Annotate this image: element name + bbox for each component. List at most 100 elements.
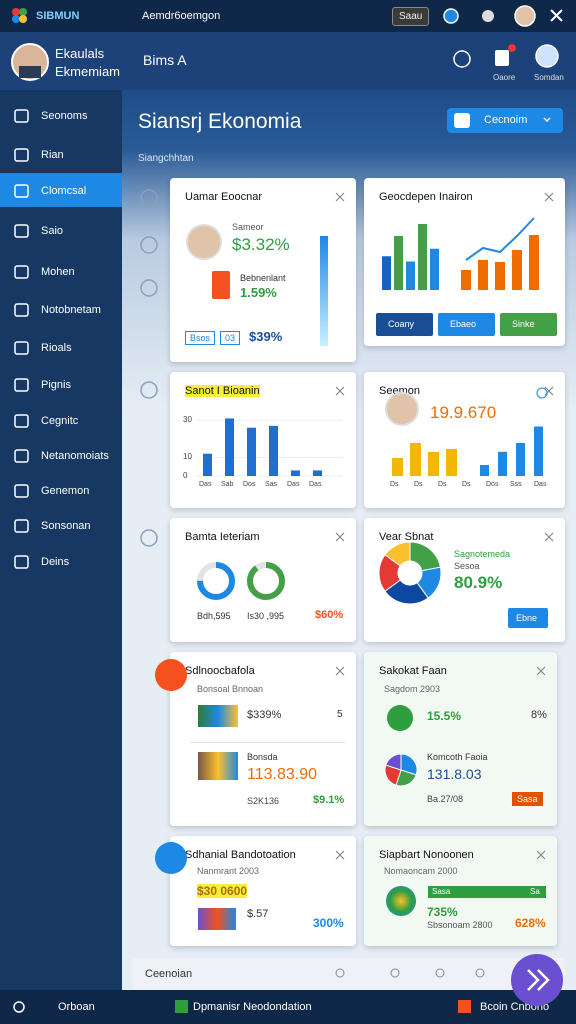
icon-label: Somdan — [534, 73, 564, 82]
metric-value: 5 — [337, 709, 343, 720]
card-title: Sanot I Bioanin — [185, 385, 260, 397]
ring-label: Is30 ,995 — [247, 611, 285, 621]
thumbnail — [386, 886, 416, 916]
card-title: Seemon — [379, 385, 420, 397]
divider — [190, 742, 345, 743]
tag: Sasa — [512, 792, 543, 806]
x-tick-label: Dos — [243, 481, 256, 488]
card-title: Geocdepen Inairon — [379, 191, 473, 203]
metric-value: $39% — [249, 329, 283, 344]
card-title: Sakokat Faan — [379, 665, 447, 677]
profile-name: Ekaulals — [55, 46, 105, 61]
metric-label: Sesoa — [454, 561, 480, 571]
tag: 03 — [220, 331, 241, 345]
thumbnail — [198, 908, 236, 930]
card — [170, 652, 356, 826]
button-label: Coany — [388, 319, 415, 329]
metric-value: $.57 — [247, 908, 269, 920]
sidebar-item[interactable]: Notobnetam — [41, 304, 101, 316]
ring-label: Bdh,595 — [197, 611, 231, 621]
card-title: Vear Sbnat — [379, 531, 434, 543]
progress-bar — [428, 886, 546, 898]
top-title: Aemdr6oemgon — [142, 10, 221, 22]
y-tick-label: 30 — [183, 415, 192, 425]
bottom-bar — [133, 958, 565, 990]
metric-value: 80.9% — [454, 573, 503, 592]
x-tick-label: Ds — [462, 481, 471, 488]
sidebar-item[interactable]: Genemon — [41, 485, 90, 497]
doc-icon — [212, 271, 230, 299]
x-tick-label: Sss — [510, 481, 522, 488]
sidebar-item[interactable]: Cegnitc — [41, 415, 79, 427]
progress-label: Sa — [530, 887, 540, 896]
card-title: Sdhanial Bandotoation — [185, 849, 296, 861]
button-label: Ebaeo — [450, 319, 477, 329]
metric-value: $30 0600 — [197, 884, 248, 898]
card-button[interactable] — [508, 608, 548, 628]
sidebar-item[interactable]: Seonoms — [41, 110, 88, 122]
x-tick-label: Dos — [486, 481, 499, 488]
metric-value: $339% — [247, 709, 282, 721]
metric-value: $3.32% — [232, 235, 290, 254]
x-tick-label: Ds — [390, 481, 399, 488]
sidebar-item[interactable]: Pignis — [41, 379, 71, 391]
card-button[interactable] — [438, 313, 495, 336]
progress-label: Sasa — [432, 887, 451, 896]
x-tick-label: Sab — [221, 481, 234, 488]
y-tick-label: 10 — [183, 452, 192, 462]
page-title: Siansrj Ekonomia — [138, 110, 302, 133]
header-tab[interactable]: Bims A — [143, 52, 187, 68]
sidebar-item[interactable]: Rioals — [41, 342, 72, 354]
footer-item[interactable]: Dpmanisr Neodondation — [193, 1001, 312, 1013]
card-title: Bamta Ieteriam — [185, 531, 260, 543]
sidebar-item[interactable]: Saio — [41, 225, 64, 237]
card-subtitle: Bonsoal Bnnoan — [197, 684, 264, 694]
card-subtitle: Nanmrant 2003 — [197, 866, 260, 876]
button-label: Cecnoim — [484, 114, 528, 126]
footer-bar — [0, 990, 576, 1024]
metric-label: Bonsda — [247, 752, 278, 762]
metric-value: 113.83.90 — [247, 766, 317, 783]
sidebar-item[interactable]: Netanomoiats — [41, 450, 109, 462]
sidebar-item[interactable]: Sonsonan — [41, 520, 91, 532]
sidebar — [0, 90, 122, 990]
card-title: Uamar Eoocnar — [185, 191, 263, 203]
progress-column — [320, 236, 328, 346]
sidebar-item[interactable]: Deins — [41, 556, 70, 568]
card-title: Siapbart Nonoonen — [379, 849, 474, 861]
x-tick-label: Ds — [438, 481, 447, 488]
footer-item[interactable]: Bcoin Cnbono — [480, 1001, 550, 1013]
metric-label: Sagnotemeda — [454, 549, 511, 559]
button-label: Ebne — [516, 613, 538, 623]
thumbnail — [198, 752, 238, 780]
badge-button[interactable]: Saau — [392, 7, 430, 26]
metric-value: 131.8.03 — [427, 766, 482, 782]
x-tick-label: Sas — [265, 481, 278, 488]
tag: Bsos — [185, 331, 216, 345]
metric-label: Sbsonoam 2800 — [427, 920, 493, 930]
card-button[interactable] — [376, 313, 433, 336]
card-button[interactable] — [500, 313, 557, 336]
sidebar-item[interactable]: Clomcsal — [41, 185, 87, 197]
top-bar — [0, 0, 576, 32]
x-tick-label: Das — [199, 481, 212, 488]
bottom-bar-label: Ceenoian — [145, 968, 193, 980]
page-subtitle: Siangchhtan — [138, 153, 194, 164]
metric-value: 628% — [515, 916, 546, 930]
thumbnail — [198, 705, 238, 727]
footer-item[interactable]: Orboan — [58, 1001, 95, 1013]
metric-label: Bebnenlant — [240, 273, 286, 283]
metric-value: 19.9.670 — [430, 403, 497, 422]
metric-label: Komcoth Faoia — [427, 752, 488, 762]
metric-value: 1.59% — [240, 285, 277, 300]
metric-value: 15.5% — [427, 709, 462, 723]
x-tick-label: Ds — [414, 481, 423, 488]
metric-value: 300% — [313, 916, 344, 930]
x-tick-label: Das — [287, 481, 300, 488]
x-tick-label: Das — [534, 481, 547, 488]
sidebar-item[interactable]: Rian — [41, 149, 64, 161]
sidebar-item[interactable]: Mohen — [41, 266, 75, 278]
metric-label: Sameor — [232, 222, 264, 232]
metric-value: $60% — [315, 609, 344, 621]
metric-value: 8% — [531, 709, 547, 721]
